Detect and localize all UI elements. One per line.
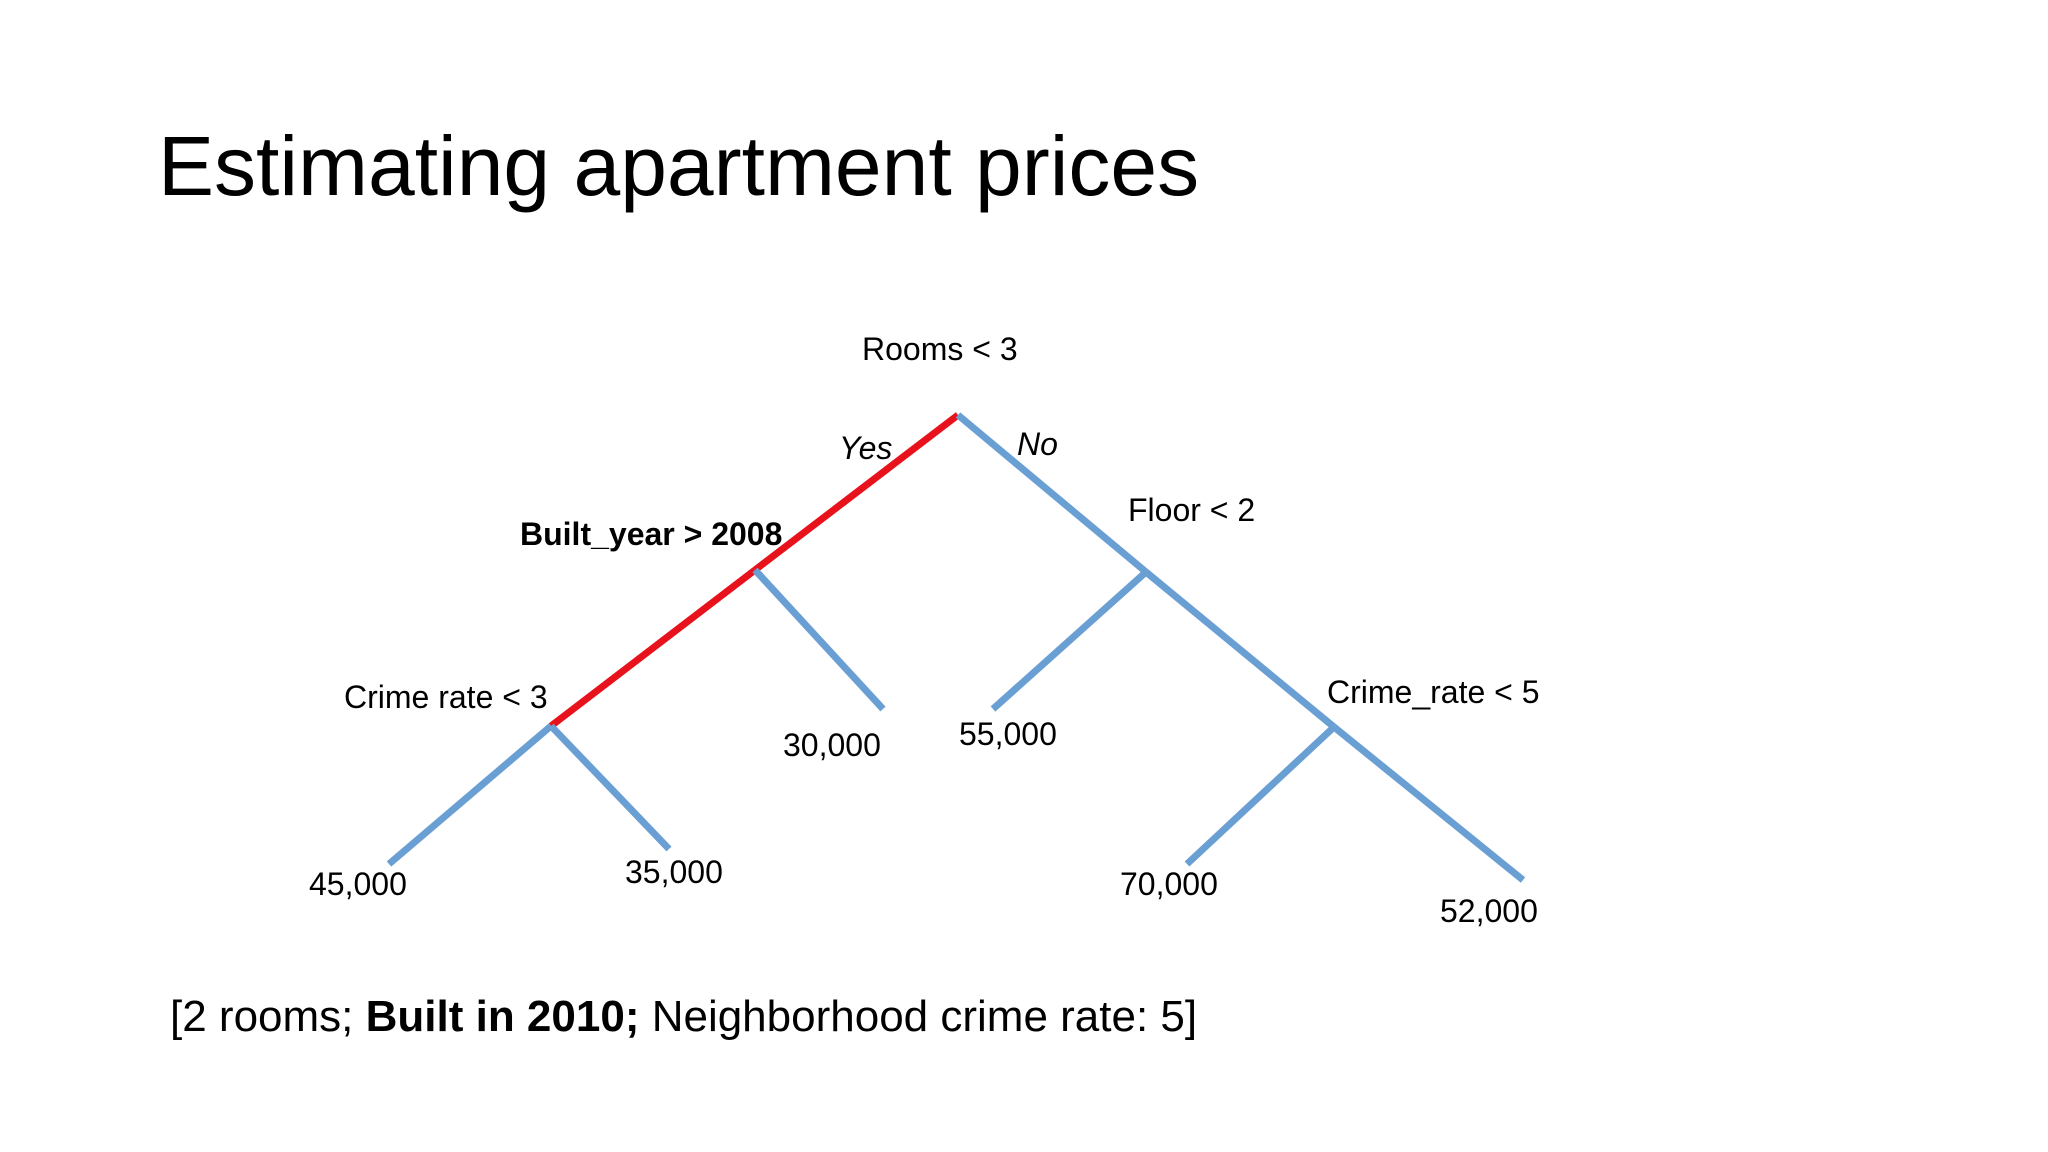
example-query-bold: Built in 2010;: [365, 992, 640, 1041]
built-year-node-label: Built_year > 2008: [520, 516, 783, 552]
edge-root-to-built-year: [752, 412, 961, 573]
root-node-label: Rooms < 3: [862, 331, 1018, 367]
leaf-52000: 52,000: [1440, 893, 1538, 929]
edge-floor-to-55000: [990, 569, 1149, 712]
edge-built-year-to-30000: [752, 567, 886, 712]
leaf-30000: 30,000: [783, 727, 881, 763]
leaf-35000: 35,000: [625, 854, 723, 890]
edge-crime-left-to-45000: [386, 723, 554, 867]
no-branch-label: No: [1017, 426, 1058, 462]
edge-root-to-floor: [955, 412, 1149, 575]
edge-floor-to-crime-right: [1143, 569, 1337, 730]
edge-built-year-to-crime-left: [548, 567, 758, 729]
leaf-55000: 55,000: [959, 716, 1057, 752]
leaf-70000: 70,000: [1120, 866, 1218, 902]
edge-crime-right-to-70000: [1184, 724, 1337, 867]
yes-branch-label: Yes: [839, 430, 893, 466]
leaf-45000: 45,000: [309, 866, 407, 902]
example-query-rest: Neighborhood crime rate: 5]: [639, 992, 1198, 1041]
edge-crime-left-to-35000: [548, 723, 672, 852]
crime-right-node-label: Crime_rate < 5: [1327, 674, 1540, 710]
crime-left-node-label: Crime rate < 3: [344, 679, 548, 715]
edge-crime-right-to-52000: [1331, 724, 1526, 883]
example-query-open: [2 rooms;: [170, 992, 366, 1041]
example-query: [2 rooms; Built in 2010; Neighborhood cr…: [170, 995, 1197, 1039]
slide-title: Estimating apartment prices: [158, 119, 1200, 213]
floor-node-label: Floor < 2: [1128, 492, 1256, 528]
